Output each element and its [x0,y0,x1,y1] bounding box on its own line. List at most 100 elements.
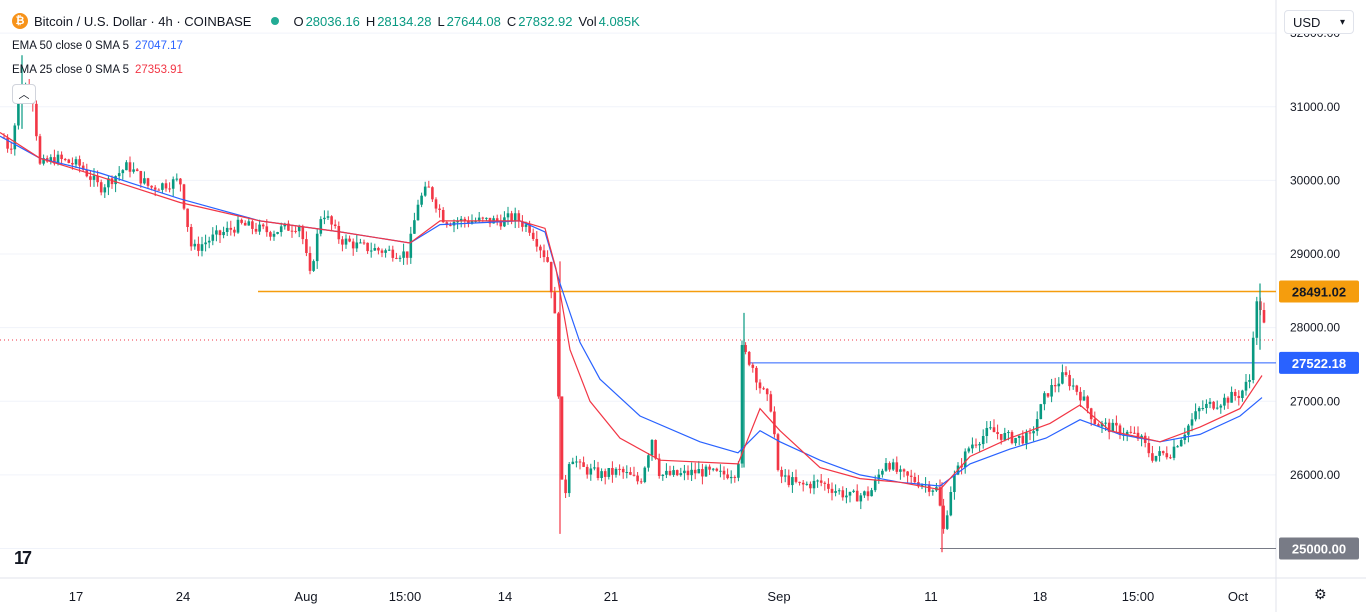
candle-body [1061,372,1064,384]
candle-body [1248,380,1251,382]
ema25-label: EMA 25 close 0 SMA 5 [12,64,129,76]
candle-body [816,480,819,482]
candle-body [63,159,67,161]
candle-body [524,224,528,227]
ema50-legend[interactable]: EMA 50 close 0 SMA 5 27047.17 [12,40,183,52]
candle-body [1097,424,1100,427]
candle-body [801,482,805,485]
candle-body [589,468,593,475]
candle-body [791,477,794,486]
candle-body [506,213,510,218]
candle-body [258,224,261,232]
candle-body [726,474,729,479]
candle-body [1086,396,1089,409]
candle-body [308,253,312,271]
candle-body [629,472,632,475]
symbol-title[interactable]: Bitcoin / U.S. Dollar · 4h · COINBASE [34,13,252,29]
candle-body [1262,310,1266,323]
candle-body [459,218,463,222]
candle-body [431,187,434,200]
candle-body [42,158,45,164]
candle-body [1028,432,1032,434]
candle-body [701,469,704,477]
candle-body [420,195,423,205]
chevron-up-icon: ︿ [18,89,30,101]
candle-body [1021,435,1025,444]
candle-body [171,179,175,189]
candle-body [787,475,791,486]
candle-body [805,483,809,485]
candle-body [996,432,999,435]
level-label-box [1279,351,1359,374]
candle-body [341,239,344,245]
settings-icon[interactable]: ⚙ [1314,586,1327,602]
tradingview-logo-icon[interactable]: 17 [14,548,32,568]
y-tick-label: 28000.00 [1290,321,1340,335]
candle-body [654,439,657,459]
candle-body [326,216,330,218]
candle-body [1104,422,1107,424]
ema25-line [0,131,1263,491]
candle-body [758,382,762,389]
candle-body [1035,419,1039,432]
candle-body [13,125,17,150]
candle-body [251,221,254,229]
x-tick-label: Aug [294,589,317,604]
level-label-box [1279,537,1359,560]
candle-body [348,238,351,242]
candle-body [614,468,618,475]
ohlc-label: O [293,13,304,29]
candle-body [9,148,13,150]
candle-body [1129,431,1133,433]
candle-body [189,227,193,247]
candle-body [1241,390,1244,399]
candle-body [96,175,99,183]
candle-body [1050,385,1053,397]
candle-body [553,292,557,314]
candle-body [834,491,837,493]
ema50-line [0,135,1263,487]
candle-body [193,243,197,247]
candle-body [600,471,603,479]
collapse-legend-button[interactable]: ︿ [12,84,36,104]
candle-body [780,469,783,477]
candle-body [625,472,629,474]
candle-body [852,490,855,492]
ohlc-values: O 28036.16 H 28134.28 L 27644.08 C 27832.92 Vol 4… [293,14,645,29]
candle-body [881,470,884,475]
candle-body [1100,423,1104,427]
candle-body [863,491,866,496]
candle-body [1017,435,1021,438]
candle-body [121,170,125,174]
candle-body [1215,407,1219,409]
candle-body [737,463,740,478]
candle-body [1187,425,1190,435]
candle-body [974,444,978,446]
candle-body [510,213,513,222]
candle-body [809,483,812,489]
candle-body [830,488,834,493]
candle-body [402,251,405,258]
x-tick-label: 18 [1033,589,1047,604]
candle-body [272,233,276,237]
candle-body [143,178,146,184]
ohlc-value: 28036.16 [305,13,360,29]
candle-body [333,224,337,227]
candle-body [467,221,470,224]
candle-body [1133,432,1136,434]
candle-body [153,187,157,190]
x-tick-label: Oct [1228,589,1249,604]
candle-body [337,226,341,240]
ohlc-label: C [506,13,517,29]
candle-body [107,178,110,188]
currency-selector[interactable]: USD ▾ [1284,10,1354,34]
candle-body [1179,439,1183,447]
candle-body [837,490,841,492]
candle-body [913,476,917,483]
time-axis[interactable]: 17 24 Aug 15:00 14 21 Sep 11 18 15:00 Oct [69,589,1249,604]
ema25-legend[interactable]: EMA 25 close 0 SMA 5 27353.91 [12,64,183,76]
candle-body [1212,401,1215,409]
candle-body [247,221,251,226]
candle-body [585,466,589,475]
